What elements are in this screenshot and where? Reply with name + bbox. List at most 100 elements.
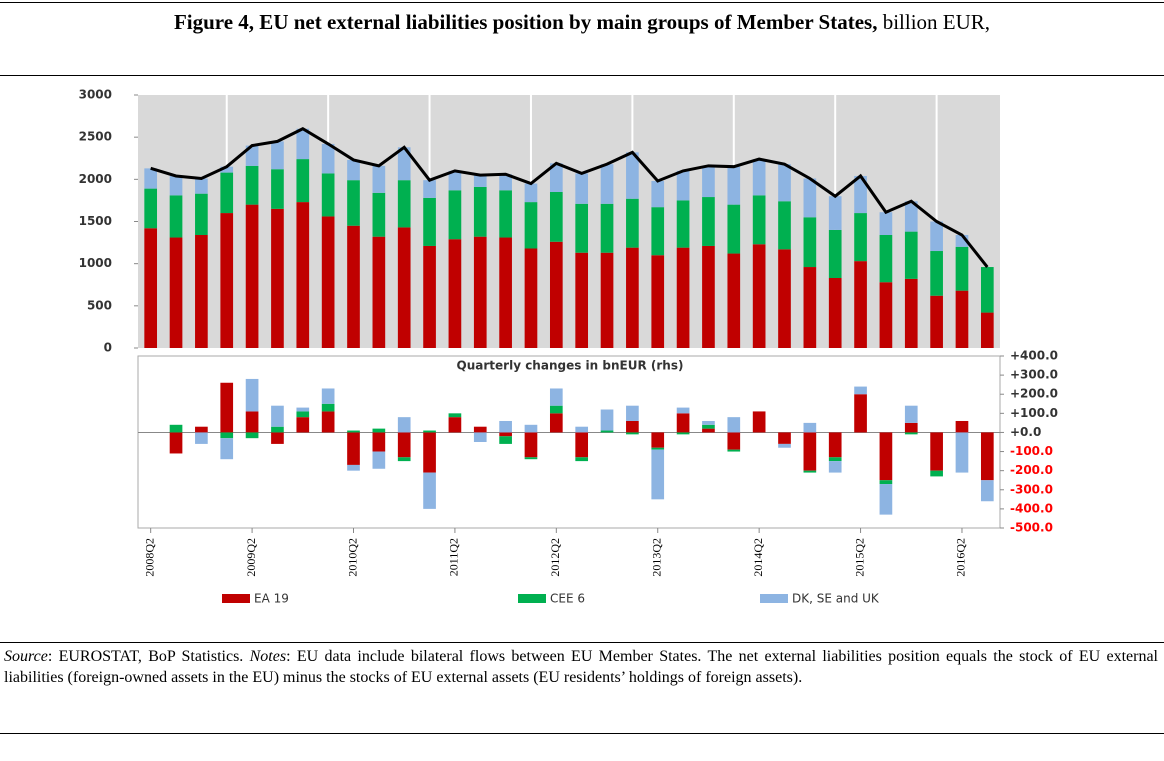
bar-segment <box>904 432 918 435</box>
bar-segment <box>372 428 386 433</box>
bar-segment <box>702 420 715 425</box>
bar-segment <box>904 405 918 423</box>
bar-segment <box>524 424 538 433</box>
y-tick-label: 500 <box>87 298 112 312</box>
bar-segment <box>879 212 893 235</box>
footer: Source: EUROSTAT, BoP Statistics. Notes:… <box>4 646 1158 688</box>
bar-segment <box>626 420 639 433</box>
bar-segment <box>397 457 411 462</box>
bar-segment <box>879 484 893 515</box>
bar-segment <box>347 225 360 348</box>
bar-segment <box>803 422 817 433</box>
bar-segment <box>473 175 487 187</box>
bar-segment <box>169 195 183 238</box>
bar-segment <box>321 216 335 348</box>
bar-segment <box>549 191 563 242</box>
bar-segment <box>828 432 842 458</box>
bar-segment <box>854 394 867 433</box>
bar-segment <box>651 447 665 450</box>
bar-segment <box>195 178 208 194</box>
x-tick-label: 2015Q2 <box>852 538 866 577</box>
bar-segment <box>955 420 969 433</box>
bar-segment <box>854 386 867 395</box>
bar-segment <box>524 432 538 458</box>
bar-segment <box>144 228 158 348</box>
bar-segment <box>144 168 158 189</box>
y-tick-label: +300.0 <box>1010 368 1058 382</box>
bar-segment <box>854 175 867 214</box>
bar-segment <box>879 282 893 348</box>
bar-segment <box>296 417 310 433</box>
title-bold: Figure 4, EU net external liabilities po… <box>173 10 878 34</box>
bar-segment <box>980 312 994 348</box>
bar-segment <box>448 417 462 433</box>
y-tick-label: 2500 <box>79 130 112 144</box>
bar-segment <box>499 420 512 433</box>
bar-segment <box>448 239 462 348</box>
bar-segment <box>904 201 918 232</box>
bar-segment <box>169 237 183 348</box>
y-tick-label: 3000 <box>79 88 112 102</box>
bar-segment <box>473 236 487 348</box>
chart: 0 500 1000 1500 2000 2500 3000 +400.0 +300.0 +200… <box>79 88 1058 606</box>
bar-segment <box>220 438 234 460</box>
bar-segment <box>397 147 411 181</box>
bar-segment <box>423 197 436 246</box>
y-tick-label: -500.0 <box>1010 521 1053 535</box>
bar-segment <box>499 174 512 191</box>
y-tick-label: -300.0 <box>1010 482 1053 496</box>
bar-segment <box>245 378 259 412</box>
bar-segment <box>524 457 538 460</box>
bar-segment <box>220 172 234 214</box>
bar-segment <box>980 267 994 313</box>
bar-segment <box>702 197 715 246</box>
bar-segment <box>321 143 335 174</box>
bar-segment <box>879 432 893 481</box>
bar-segment <box>220 166 234 173</box>
bar-segment <box>321 173 335 217</box>
rule <box>0 642 1164 643</box>
bar-segment <box>397 417 411 433</box>
legend-label: EA 19 <box>254 592 289 606</box>
bar-segment <box>600 409 614 431</box>
bar-segment <box>195 234 208 348</box>
bar-segment <box>524 202 538 249</box>
bar-segment <box>651 449 665 500</box>
bar-segment <box>144 188 158 229</box>
bar-segment <box>727 253 741 348</box>
bar-segment <box>803 267 817 348</box>
bar-segment <box>347 430 360 433</box>
bar-segment <box>575 203 589 253</box>
bar-segment <box>727 166 741 205</box>
bar-segment <box>676 200 690 248</box>
bar-segment <box>296 202 310 348</box>
bar-segment <box>727 204 741 254</box>
bar-segment <box>778 443 791 448</box>
bar-segment <box>271 405 284 427</box>
bar-segment <box>904 422 918 433</box>
bar-segment <box>195 432 208 444</box>
bar-segment <box>372 432 386 452</box>
bar-segment <box>651 432 665 448</box>
bar-segment <box>727 449 741 452</box>
bar-segment <box>828 278 842 348</box>
x-tick-label: 2011Q2 <box>447 538 461 576</box>
bar-segment <box>676 247 690 348</box>
bar-segment <box>904 278 918 348</box>
bar-segment <box>778 164 791 202</box>
bar-segment <box>828 461 842 473</box>
bar-segment <box>423 245 436 348</box>
panel-title: Quarterly changes in bnEUR (rhs) <box>457 359 684 373</box>
bar-segment <box>955 234 969 247</box>
bar-segment <box>955 290 969 348</box>
bar-segment <box>854 261 867 348</box>
bar-segment <box>626 152 639 199</box>
bar-segment <box>245 411 259 433</box>
legend-swatch <box>760 594 788 603</box>
bar-segment <box>524 248 538 348</box>
bar-segment <box>220 382 234 433</box>
bar-segment <box>828 457 842 462</box>
bar-segment <box>169 424 183 433</box>
bar-segment <box>854 213 867 262</box>
